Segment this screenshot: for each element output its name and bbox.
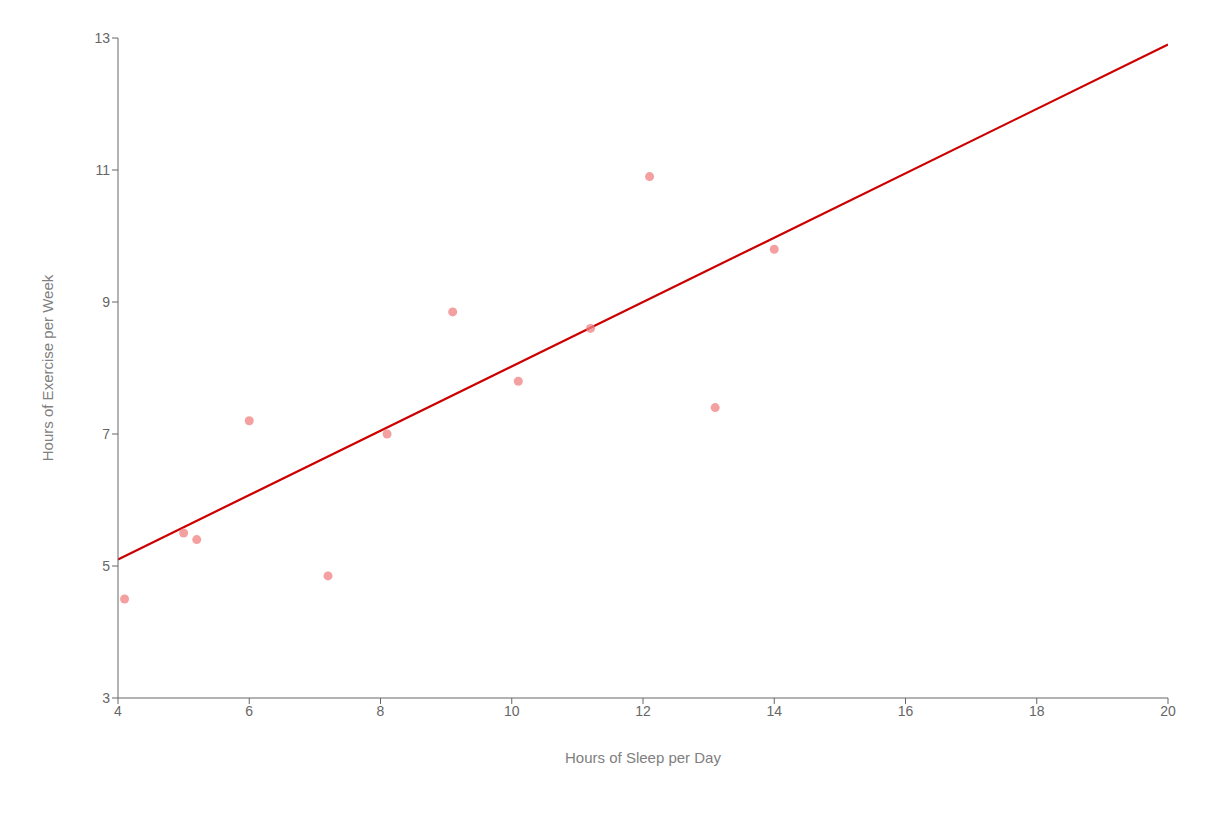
svg-text:5: 5 [102, 558, 110, 574]
svg-text:9: 9 [102, 294, 110, 310]
svg-text:10: 10 [504, 703, 520, 719]
svg-text:20: 20 [1160, 703, 1176, 719]
svg-text:16: 16 [898, 703, 914, 719]
svg-text:4: 4 [114, 703, 122, 719]
svg-text:3: 3 [102, 690, 110, 706]
svg-text:18: 18 [1029, 703, 1045, 719]
svg-text:13: 13 [94, 30, 110, 46]
svg-text:14: 14 [766, 703, 782, 719]
svg-text:Hours of Exercise per Week: Hours of Exercise per Week [39, 274, 56, 461]
svg-text:Hours of Sleep per Day: Hours of Sleep per Day [565, 749, 721, 766]
svg-text:11: 11 [95, 162, 110, 178]
svg-text:6: 6 [245, 703, 253, 719]
svg-text:7: 7 [102, 426, 110, 442]
svg-text:12: 12 [635, 703, 651, 719]
svg-text:8: 8 [377, 703, 385, 719]
